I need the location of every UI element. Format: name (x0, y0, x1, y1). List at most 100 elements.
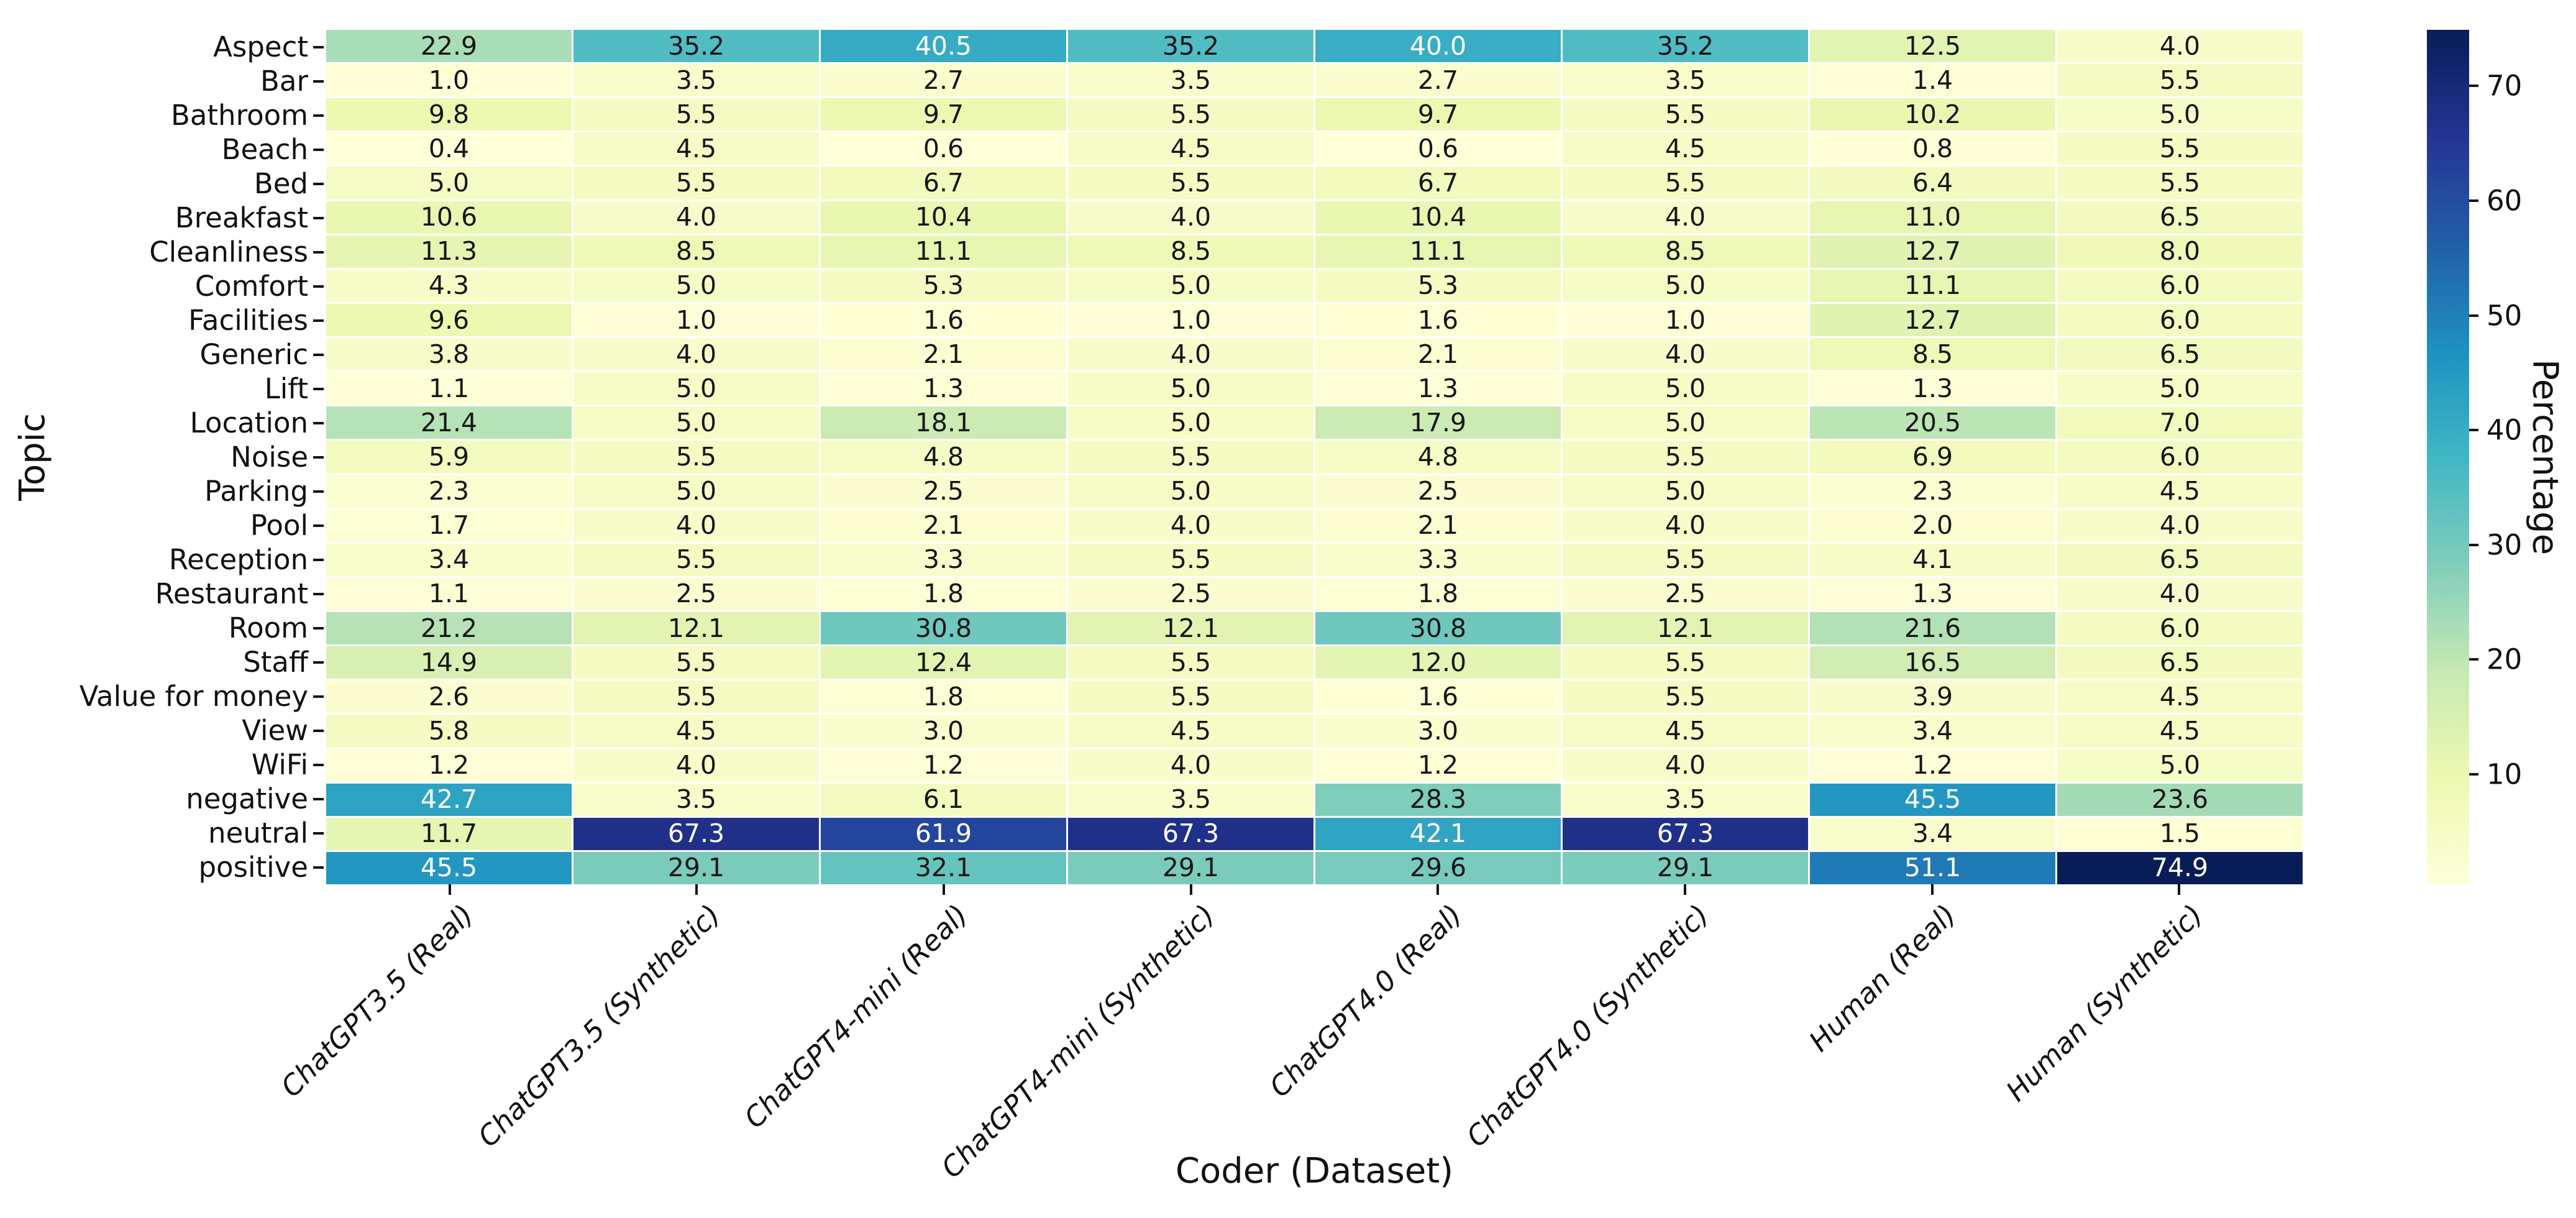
y-tick-mark (313, 490, 324, 493)
heatmap-cell: 4.1 (1810, 543, 2055, 576)
heatmap-cell: 12.0 (1315, 646, 1561, 679)
heatmap-cell: 32.1 (821, 851, 1066, 884)
heatmap-cell: 12.5 (1810, 30, 2055, 63)
heatmap-cell: 6.7 (821, 167, 1066, 199)
heatmap-cell: 3.5 (1068, 64, 1313, 97)
heatmap-cell: 4.0 (1068, 338, 1313, 371)
heatmap-cell: 8.5 (1068, 235, 1313, 268)
heatmap-cell: 21.6 (1810, 612, 2055, 645)
heatmap-cell: 5.0 (1563, 269, 1808, 302)
heatmap-cell: 30.8 (1315, 612, 1561, 645)
x-tick-mark (1683, 884, 1686, 895)
heatmap-cell: 1.0 (1068, 303, 1313, 337)
y-tick-label: Noise (231, 441, 308, 474)
heatmap-cell: 5.5 (2057, 64, 2303, 97)
y-tick-label: Reception (168, 543, 308, 576)
heatmap-cell: 3.4 (1810, 715, 2055, 748)
heatmap-cell: 4.0 (1563, 338, 1808, 371)
heatmap-cell: 4.0 (2057, 509, 2303, 542)
y-tick-mark (313, 421, 324, 424)
y-tick-label: Beach (221, 133, 308, 166)
y-tick-label: Bed (253, 167, 308, 200)
colorbar: 10 20 30 40 50 60 70 (2427, 30, 2522, 884)
x-tick-label: ChatGPT4.0 (Synthetic) (1459, 898, 1715, 1154)
heatmap-cell: 29.6 (1315, 851, 1561, 884)
heatmap-cell: 5.5 (573, 441, 819, 474)
heatmap-cell: 5.5 (573, 98, 819, 131)
heatmap-cell: 1.1 (326, 577, 572, 611)
y-tick-mark (313, 182, 324, 185)
heatmap-cell: 12.1 (1068, 612, 1313, 645)
colorbar-tick-label: 50 (2487, 299, 2523, 332)
y-tick-mark (313, 216, 324, 219)
heatmap-cell: 1.2 (326, 749, 572, 782)
heatmap-cell: 2.6 (326, 680, 572, 713)
y-tick-label: positive (198, 851, 308, 884)
y-tick-label: View (242, 714, 308, 747)
heatmap-cell: 1.1 (326, 372, 572, 405)
heatmap-cell: 3.0 (821, 715, 1066, 748)
heatmap-cell: 8.5 (1563, 235, 1808, 268)
x-tick-label: ChatGPT3.5 (Synthetic) (472, 898, 728, 1154)
y-tick-mark (313, 524, 324, 527)
heatmap-cell: 5.0 (573, 269, 819, 302)
heatmap-cell: 1.3 (1810, 577, 2055, 611)
heatmap-cell: 2.5 (1068, 577, 1313, 611)
y-tick-mark (313, 558, 324, 561)
heatmap-cell: 4.0 (1068, 201, 1313, 234)
heatmap-cell: 5.0 (2057, 749, 2303, 782)
heatmap-cell: 6.9 (1810, 441, 2055, 474)
heatmap-cell: 3.5 (1563, 64, 1808, 97)
heatmap-cell: 5.5 (1563, 98, 1808, 131)
heatmap-cell: 10.6 (326, 201, 572, 234)
heatmap-cell: 4.5 (1068, 132, 1313, 165)
heatmap-cell: 4.5 (2057, 715, 2303, 748)
heatmap-cell: 1.3 (821, 372, 1066, 405)
heatmap-cell: 3.8 (326, 338, 572, 371)
heatmap-cell: 3.5 (573, 783, 819, 816)
heatmap-cell: 2.3 (326, 475, 572, 508)
heatmap-cell: 35.2 (1068, 30, 1313, 63)
heatmap-cell: 4.0 (1068, 509, 1313, 542)
y-tick-label: Bar (260, 65, 308, 98)
y-tick-mark (313, 319, 324, 322)
heatmap-cell: 5.5 (1068, 646, 1313, 679)
heatmap-cell: 2.5 (821, 475, 1066, 508)
colorbar-gradient (2427, 30, 2469, 884)
heatmap-cell: 29.1 (1068, 851, 1313, 884)
colorbar-tick-mark (2469, 772, 2478, 776)
y-tick-label: neutral (208, 817, 308, 849)
heatmap-cell: 6.1 (821, 783, 1066, 816)
heatmap-cell: 1.5 (2057, 817, 2303, 850)
y-axis-tick-labels: Aspect Bar Bathroom Beach Bed Breakfast Cleanl… (0, 30, 308, 884)
heatmap-cell: 12.7 (1810, 303, 2055, 337)
heatmap-cell: 5.0 (1068, 372, 1313, 405)
heatmap-cell: 11.7 (326, 817, 572, 850)
heatmap-cell: 5.0 (1068, 269, 1313, 302)
y-tick-mark (313, 285, 324, 288)
heatmap-cell: 5.8 (326, 715, 572, 748)
y-tick-label: WiFi (251, 748, 308, 781)
heatmap-cell: 42.7 (326, 783, 572, 816)
y-tick-label: Bathroom (170, 99, 308, 132)
heatmap-cell: 16.5 (1810, 646, 2055, 679)
heatmap-cell: 5.5 (1068, 98, 1313, 131)
heatmap-cell: 5.5 (1563, 646, 1808, 679)
heatmap-cell: 6.5 (2057, 543, 2303, 576)
heatmap-cell: 2.1 (821, 509, 1066, 542)
heatmap-grid: 22.9 35.2 40.5 35.2 40.0 35.2 12.5 4.0 1.0 3.5 2.7… (326, 30, 2303, 884)
heatmap-cell: 42.1 (1315, 817, 1561, 850)
heatmap-cell: 11.1 (1810, 269, 2055, 302)
heatmap-cell: 3.4 (326, 543, 572, 576)
heatmap-cell: 4.0 (1563, 201, 1808, 234)
heatmap-cell: 5.5 (1068, 167, 1313, 199)
heatmap-cell: 2.7 (821, 64, 1066, 97)
heatmap-cell: 3.5 (1563, 783, 1808, 816)
heatmap-cell: 21.2 (326, 612, 572, 645)
heatmap-cell: 4.8 (821, 441, 1066, 474)
heatmap-cell: 3.3 (1315, 543, 1561, 576)
heatmap-cell: 5.0 (2057, 98, 2303, 131)
y-tick-label: Cleanliness (149, 236, 308, 268)
heatmap-cell: 22.9 (326, 30, 572, 63)
heatmap-cell: 3.5 (1068, 783, 1313, 816)
